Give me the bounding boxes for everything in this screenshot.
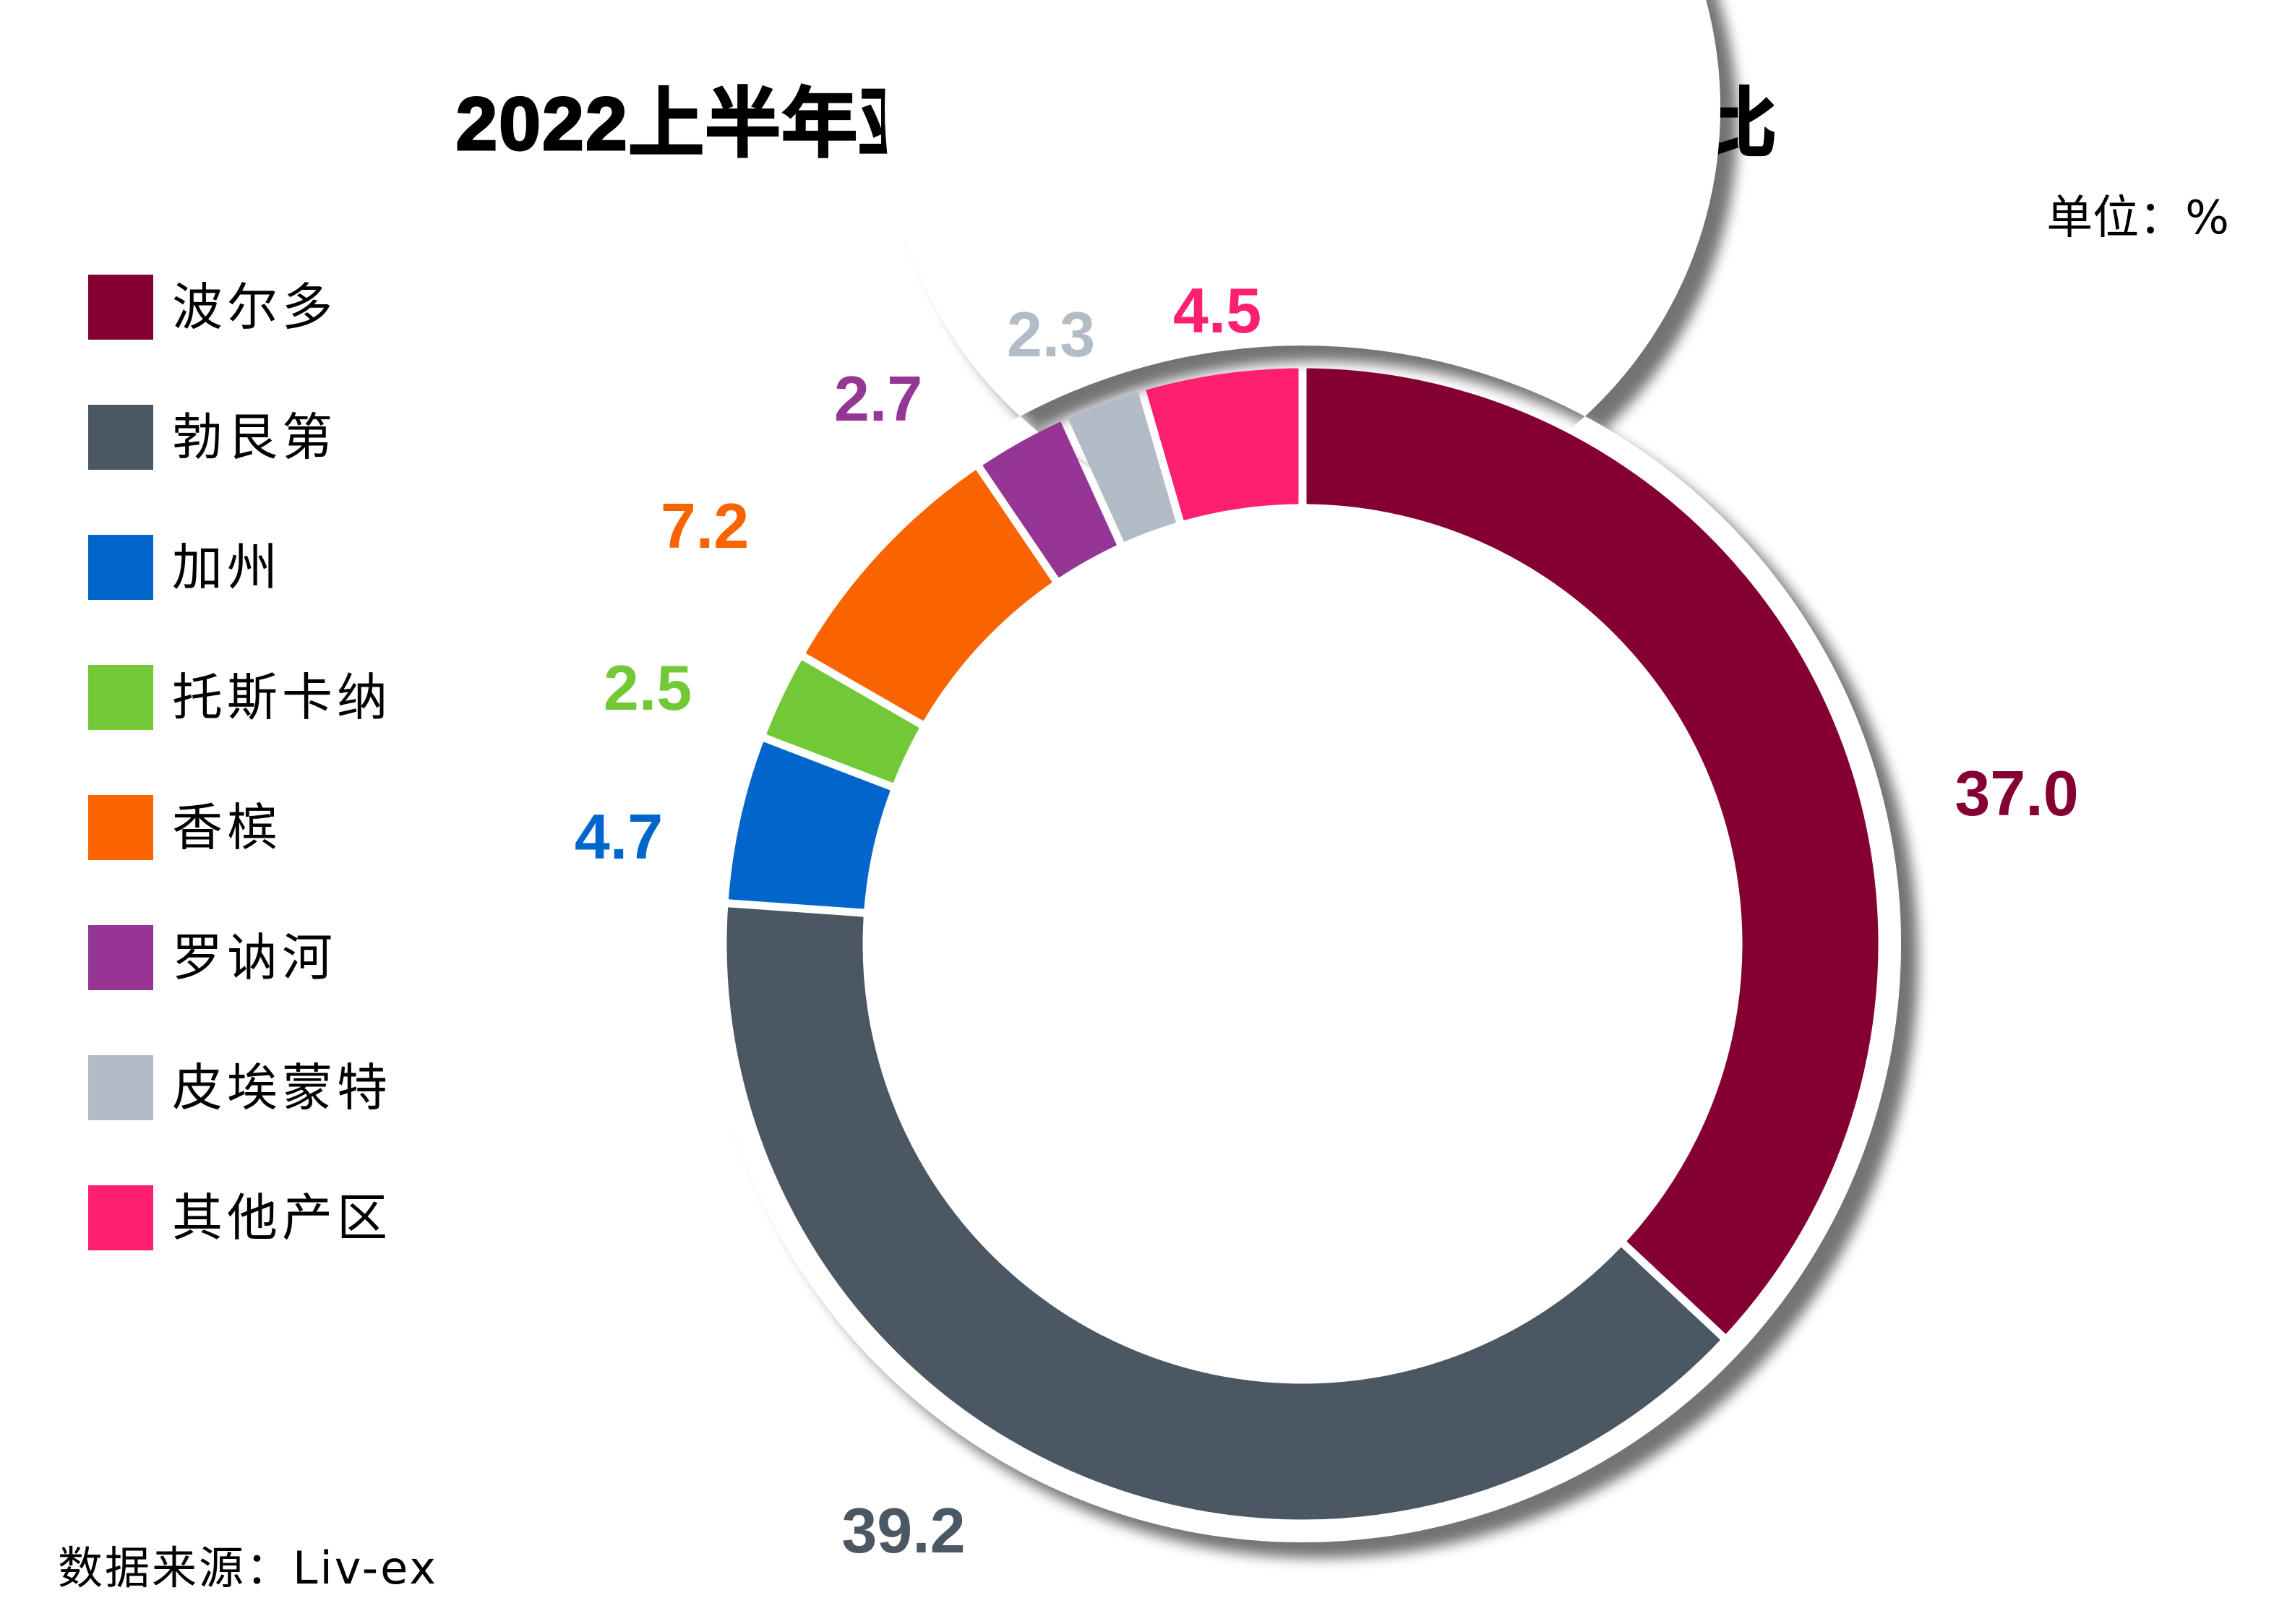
legend-swatch — [88, 925, 153, 990]
data-label: 4.7 — [575, 801, 663, 872]
donut-slice — [1068, 392, 1176, 542]
legend-swatch — [88, 665, 153, 730]
legend-item: 罗讷河 — [88, 925, 337, 990]
unit-label: 单位：% — [2046, 192, 2229, 245]
legend-item: 皮埃蒙特 — [88, 1055, 392, 1120]
data-label: 39.2 — [841, 1495, 965, 1566]
donut-slice — [1306, 368, 1879, 1334]
legend-label: 其他产区 — [172, 1188, 392, 1247]
donut-slice — [806, 470, 1052, 721]
legend-label: 加州 — [172, 538, 282, 597]
data-label: 2.3 — [1007, 298, 1095, 370]
legend-item: 勃艮第 — [88, 405, 337, 470]
donut-slice — [726, 907, 1720, 1520]
data-label: 4.5 — [1173, 275, 1261, 346]
donut-slice — [729, 742, 891, 909]
legend-label: 勃艮第 — [172, 408, 337, 467]
legend-label: 托斯卡纳 — [172, 668, 392, 727]
legend-label: 波尔多 — [172, 278, 337, 337]
legend-swatch — [88, 795, 153, 860]
legend-swatch — [88, 1185, 153, 1250]
legend-item: 香槟 — [88, 795, 282, 860]
data-label: 7.2 — [661, 490, 749, 562]
legend-swatch — [88, 405, 153, 470]
donut-base-ring — [703, 0, 1901, 1542]
donut-slices — [726, 368, 1879, 1520]
legend-label: 香槟 — [172, 798, 282, 857]
donut-slice — [982, 421, 1117, 577]
data-label: 2.7 — [834, 363, 922, 434]
data-label: 37.0 — [1955, 757, 2078, 829]
legend-item: 加州 — [88, 535, 282, 600]
legend-swatch — [88, 275, 153, 340]
legend-swatch — [88, 1055, 153, 1120]
legend-item: 波尔多 — [88, 275, 337, 340]
data-label: 2.5 — [604, 652, 692, 723]
legend-label: 皮埃蒙特 — [172, 1058, 392, 1117]
donut-slice — [1146, 368, 1299, 520]
source-note: 数据来源：Liv-ex — [58, 1542, 438, 1594]
donut-data-labels: 37.0 39.2 4.7 2.5 7.2 2.7 2.3 4.5 — [575, 275, 2079, 1566]
legend-label: 罗讷河 — [172, 928, 337, 987]
donut-slice — [766, 660, 919, 783]
legend-swatch — [88, 535, 153, 600]
legend-item: 其他产区 — [88, 1185, 392, 1250]
legend-item: 托斯卡纳 — [88, 665, 392, 730]
